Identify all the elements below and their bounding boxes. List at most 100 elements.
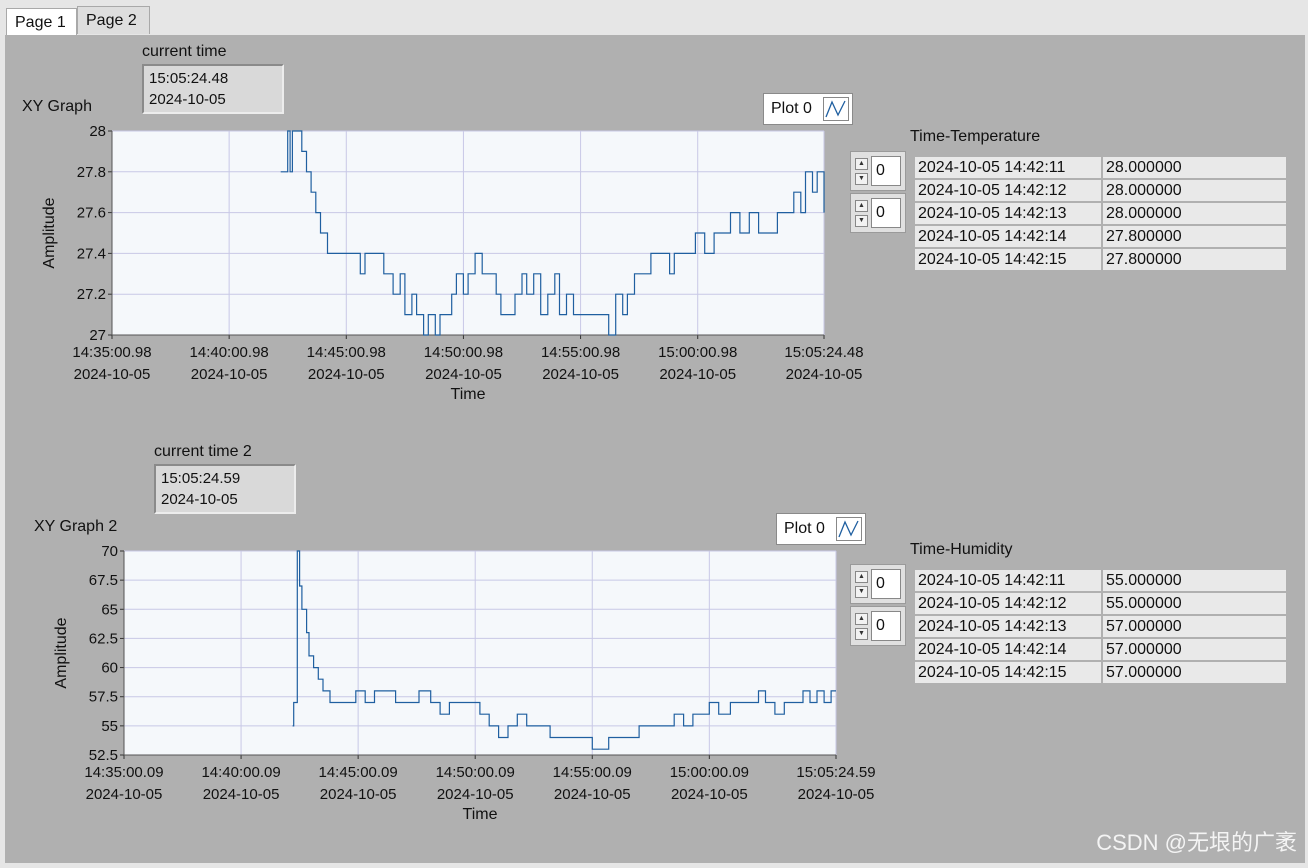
x-tick-label: 2024-10-05 xyxy=(191,366,268,383)
x-tick-label: 14:45:00.09 xyxy=(319,764,398,781)
plot-area xyxy=(124,551,836,755)
y-tick-label: 27.8 xyxy=(77,164,106,181)
value-cell: 55.000000 xyxy=(1101,591,1288,616)
plot-line-icon xyxy=(823,97,849,121)
x-tick-label: 2024-10-05 xyxy=(659,366,736,383)
table-2-title: Time-Humidity xyxy=(910,541,1013,558)
decrement-arrow-icon[interactable]: ▼ xyxy=(855,586,868,598)
column-index-control[interactable]: ▲ ▼ 0 xyxy=(850,193,906,233)
plot-line-icon xyxy=(836,517,862,541)
x-tick-label: 15:05:24.59 xyxy=(796,764,875,781)
increment-arrow-icon[interactable]: ▲ xyxy=(855,158,868,170)
xy-graph[interactable]: 14:35:00.98 2024-10-05 14:40:00.98 2024-10-… xyxy=(5,120,885,415)
x-tick-label: 2024-10-05 xyxy=(554,786,631,803)
value-cell: 57.000000 xyxy=(1101,614,1288,639)
increment-arrow-icon[interactable]: ▲ xyxy=(855,571,868,583)
table-row: 2024-10-05 14:42:15 27.800000 xyxy=(913,247,1288,272)
time-cell: 2024-10-05 14:42:14 xyxy=(913,224,1103,249)
x-tick-label: 2024-10-05 xyxy=(203,786,280,803)
x-tick-label: 15:00:00.98 xyxy=(658,344,737,361)
decrement-arrow-icon[interactable]: ▼ xyxy=(855,173,868,185)
row-index-control-2[interactable]: ▲ ▼ 0 xyxy=(850,564,906,604)
decrement-arrow-icon[interactable]: ▼ xyxy=(855,215,868,227)
decrement-arrow-icon[interactable]: ▼ xyxy=(855,628,868,640)
current-date-2-value: 2024-10-05 xyxy=(161,491,238,508)
xy-graph-2-title: XY Graph 2 xyxy=(34,518,118,535)
y-tick-label: 65 xyxy=(101,601,118,618)
x-axis-label: Time xyxy=(451,386,486,403)
x-tick-label: 14:45:00.98 xyxy=(307,344,386,361)
y-tick-label: 27 xyxy=(89,327,106,344)
x-tick-label: 14:40:00.98 xyxy=(190,344,269,361)
xy-graph-title: XY Graph xyxy=(22,98,92,115)
current-time-display: 15:05:24.48 2024-10-05 xyxy=(142,64,284,114)
time-cell: 2024-10-05 14:42:15 xyxy=(913,660,1103,685)
column-index-control-2[interactable]: ▲ ▼ 0 xyxy=(850,606,906,646)
row-index-control[interactable]: ▲ ▼ 0 xyxy=(850,151,906,191)
x-tick-label: 2024-10-05 xyxy=(437,786,514,803)
x-tick-label: 14:35:00.09 xyxy=(84,764,163,781)
table-row: 2024-10-05 14:42:14 27.800000 xyxy=(913,224,1288,249)
plot-legend-label: Plot 0 xyxy=(771,100,812,117)
table-title: Time-Temperature xyxy=(910,128,1041,145)
y-tick-label: 52.5 xyxy=(89,747,118,764)
table-row: 2024-10-05 14:42:14 57.000000 xyxy=(913,637,1288,662)
x-tick-label: 14:55:00.98 xyxy=(541,344,620,361)
y-axis-label: Amplitude xyxy=(53,617,70,688)
plot-legend[interactable]: Plot 0 xyxy=(763,93,853,125)
table-row: 2024-10-05 14:42:13 28.000000 xyxy=(913,201,1288,226)
time-humidity-table: 2024-10-05 14:42:11 55.000000 2024-10-05 1… xyxy=(913,568,1288,685)
y-tick-label: 27.4 xyxy=(77,245,106,262)
x-tick-label: 14:50:00.09 xyxy=(436,764,515,781)
table-row: 2024-10-05 14:42:11 55.000000 xyxy=(913,568,1288,593)
watermark: CSDN @无垠的广袤 xyxy=(1096,830,1297,855)
xy-graph-2[interactable]: 14:35:00.09 2024-10-05 14:40:00.09 2024-10-… xyxy=(5,540,885,835)
y-tick-label: 62.5 xyxy=(89,630,118,647)
tab-page-2[interactable]: Page 2 xyxy=(77,6,150,34)
value-cell: 55.000000 xyxy=(1101,568,1288,593)
row-index-value-2[interactable]: 0 xyxy=(871,569,901,599)
series-line-plot-0 xyxy=(292,550,836,750)
x-tick-label: 2024-10-05 xyxy=(786,366,863,383)
x-tick-label: 2024-10-05 xyxy=(798,786,875,803)
current-time-2-label: current time 2 xyxy=(154,443,252,460)
time-cell: 2024-10-05 14:42:11 xyxy=(913,568,1103,593)
current-time-value: 15:05:24.48 xyxy=(149,70,229,87)
y-tick-label: 28 xyxy=(89,123,106,140)
plot-legend-2-label: Plot 0 xyxy=(784,520,825,537)
time-cell: 2024-10-05 14:42:13 xyxy=(913,614,1103,639)
table-row: 2024-10-05 14:42:13 57.000000 xyxy=(913,614,1288,639)
row-index-value[interactable]: 0 xyxy=(871,156,901,186)
tab-panel: current time 15:05:24.48 2024-10-05 XY G… xyxy=(5,35,1305,863)
x-tick-label: 2024-10-05 xyxy=(671,786,748,803)
x-tick-label: 2024-10-05 xyxy=(86,786,163,803)
column-index-value[interactable]: 0 xyxy=(871,198,901,228)
x-tick-label: 15:00:00.09 xyxy=(670,764,749,781)
increment-arrow-icon[interactable]: ▲ xyxy=(855,200,868,212)
y-tick-label: 60 xyxy=(101,660,118,677)
time-cell: 2024-10-05 14:42:11 xyxy=(913,155,1103,180)
y-tick-label: 57.5 xyxy=(89,689,118,706)
table-row: 2024-10-05 14:42:12 55.000000 xyxy=(913,591,1288,616)
column-index-value-2[interactable]: 0 xyxy=(871,611,901,641)
y-tick-label: 55 xyxy=(101,718,118,735)
x-tick-label: 2024-10-05 xyxy=(308,366,385,383)
current-time-2-display: 15:05:24.59 2024-10-05 xyxy=(154,464,296,514)
value-cell: 28.000000 xyxy=(1101,201,1288,226)
value-cell: 57.000000 xyxy=(1101,637,1288,662)
table-row: 2024-10-05 14:42:15 57.000000 xyxy=(913,660,1288,685)
current-time-label: current time xyxy=(142,43,227,60)
increment-arrow-icon[interactable]: ▲ xyxy=(855,613,868,625)
y-tick-label: 27.2 xyxy=(77,286,106,303)
value-cell: 27.800000 xyxy=(1101,224,1288,249)
time-cell: 2024-10-05 14:42:15 xyxy=(913,247,1103,272)
x-tick-label: 14:50:00.98 xyxy=(424,344,503,361)
plot-legend-2[interactable]: Plot 0 xyxy=(776,513,866,545)
x-tick-label: 2024-10-05 xyxy=(425,366,502,383)
x-tick-label: 15:05:24.48 xyxy=(784,344,863,361)
plot-area xyxy=(112,131,824,335)
value-cell: 28.000000 xyxy=(1101,178,1288,203)
y-tick-label: 67.5 xyxy=(89,572,118,589)
table-row: 2024-10-05 14:42:11 28.000000 xyxy=(913,155,1288,180)
tab-page-1[interactable]: Page 1 xyxy=(6,8,77,35)
